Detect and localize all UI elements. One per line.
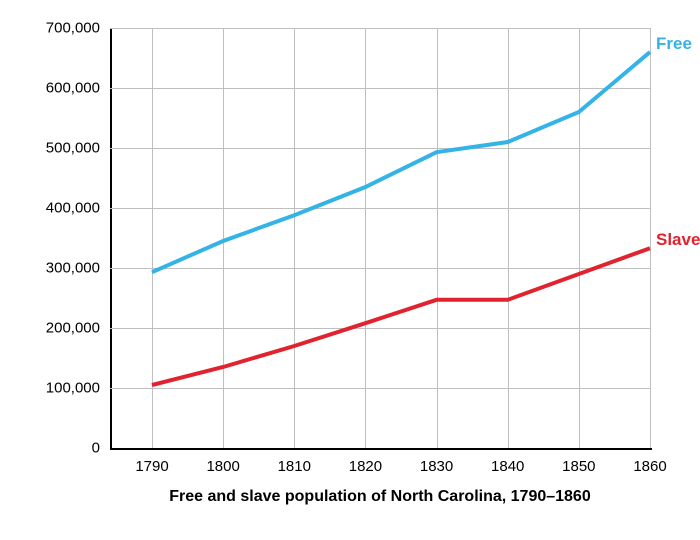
- series-line-free: [152, 52, 650, 272]
- series-line-slave: [152, 248, 650, 385]
- series-label-slave: Slave: [656, 230, 700, 250]
- series-label-free: Free: [656, 34, 692, 54]
- chart-lines: [0, 0, 700, 540]
- population-chart: 0100,000200,000300,000400,000500,000600,…: [0, 0, 700, 540]
